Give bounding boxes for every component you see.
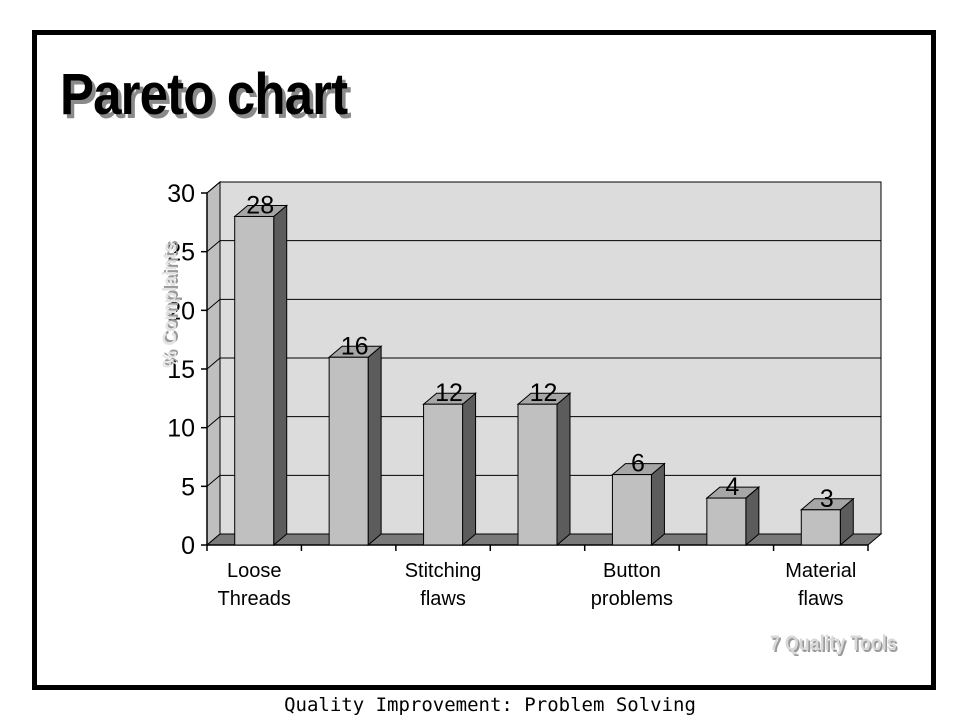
gridline-side: [206, 181, 221, 194]
y-tick-label: 0: [181, 532, 195, 560]
bar-side: [367, 345, 382, 547]
slide-title: Pareto chart: [60, 62, 348, 127]
bar-side: [273, 204, 288, 547]
y-tick-label: 10: [167, 415, 195, 443]
data-label: 3: [820, 485, 834, 513]
y-tick-label: 5: [181, 473, 195, 501]
data-label: 12: [435, 379, 463, 407]
x-category-label: Threads: [218, 588, 291, 610]
y-tick-label: 15: [167, 356, 195, 384]
data-label: 28: [246, 191, 274, 219]
gridline-side: [206, 416, 221, 429]
data-label: 16: [341, 332, 369, 360]
gridline-side: [206, 240, 221, 253]
bar: [423, 403, 464, 546]
data-label: 4: [725, 473, 739, 501]
bar: [800, 509, 841, 546]
bar: [517, 403, 558, 546]
y-tick-label: 25: [167, 239, 195, 267]
x-category-label: Material: [785, 560, 856, 582]
x-category-label: problems: [591, 588, 673, 610]
x-category-label: Button: [603, 560, 661, 582]
x-category-label: Loose: [227, 560, 282, 582]
x-category-label: flaws: [798, 588, 844, 610]
x-category-label: Stitching: [405, 560, 482, 582]
bar-side: [462, 392, 477, 547]
bar: [706, 497, 747, 546]
bar: [328, 356, 369, 546]
bar-side: [650, 462, 665, 547]
bar-side: [556, 392, 571, 547]
bar: [234, 215, 275, 546]
data-label: 6: [631, 450, 645, 478]
footer-text: Quality Improvement: Problem Solving: [284, 694, 696, 716]
gridline-side: [206, 357, 221, 370]
x-category-label: flaws: [420, 588, 466, 610]
watermark-text: 7 Quality Tools: [770, 632, 897, 655]
y-axis-label: % Complaints: [160, 242, 181, 368]
gridline-side: [206, 474, 221, 487]
y-tick-label: 20: [167, 297, 195, 325]
gridline-side: [206, 298, 221, 311]
y-tick-label: 30: [167, 180, 195, 208]
data-label: 12: [530, 379, 558, 407]
bar: [611, 474, 652, 546]
